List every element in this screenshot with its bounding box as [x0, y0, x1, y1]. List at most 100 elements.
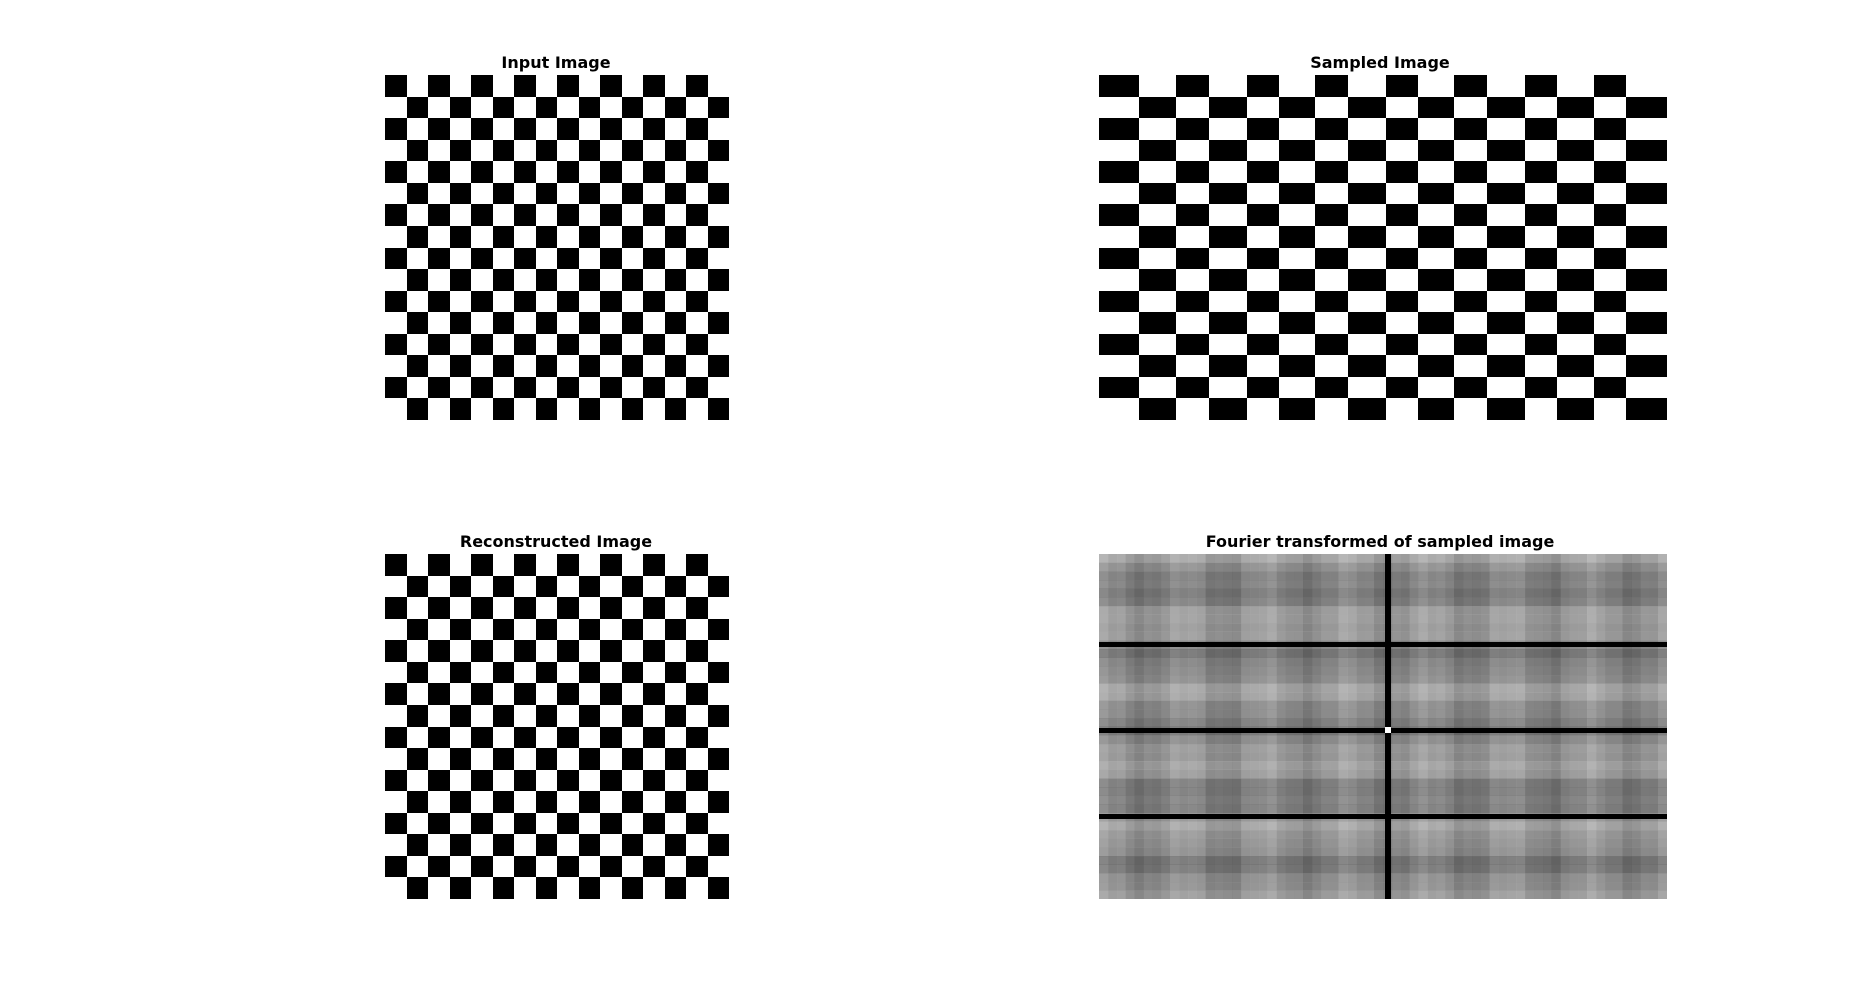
- checker-dark-cell: [536, 619, 557, 640]
- spectrum-row-band: [1099, 597, 1667, 607]
- checker-dark-cell: [1487, 398, 1525, 420]
- spectrum-column-band: [1303, 554, 1313, 899]
- checker-dark-cell: [1386, 204, 1418, 226]
- checker-dark-cell: [1348, 355, 1386, 377]
- checker-dark-cell: [686, 597, 708, 619]
- checker-dark-cell: [579, 312, 600, 334]
- checker-dark-cell: [643, 118, 665, 140]
- checker-dark-cell: [579, 619, 600, 640]
- checker-dark-cell: [471, 597, 493, 619]
- checker-dark-cell: [1099, 334, 1139, 355]
- checker-dark-cell: [1247, 334, 1279, 355]
- spectrum-row-band: [1099, 709, 1667, 719]
- checker-dark-cell: [557, 683, 579, 705]
- checker-dark-cell: [536, 705, 557, 727]
- checker-dark-cell: [1139, 97, 1176, 118]
- checker-dark-cell: [622, 834, 643, 856]
- checker-dark-cell: [385, 204, 407, 226]
- spectrum-column-band: [1125, 554, 1135, 899]
- checker-dark-cell: [385, 334, 407, 355]
- checker-dark-cell: [1418, 398, 1454, 420]
- checker-dark-cell: [1626, 97, 1667, 118]
- checker-dark-cell: [557, 291, 579, 312]
- checker-dark-cell: [1139, 226, 1176, 248]
- checker-dark-cell: [1099, 75, 1139, 97]
- checker-dark-cell: [1386, 334, 1418, 355]
- checker-dark-cell: [450, 140, 471, 161]
- checker-dark-cell: [1099, 291, 1139, 312]
- input-image-title: Input Image: [501, 53, 611, 72]
- checker-dark-cell: [1279, 269, 1315, 291]
- spectrum-column-band: [1099, 554, 1109, 899]
- checker-dark-cell: [643, 683, 665, 705]
- checker-dark-cell: [557, 640, 579, 662]
- checker-dark-cell: [686, 248, 708, 269]
- spectrum-row-band: [1099, 752, 1667, 762]
- spectrum-column-band: [1196, 554, 1206, 899]
- checker-dark-cell: [1418, 355, 1454, 377]
- checker-dark-cell: [557, 161, 579, 183]
- checker-dark-cell: [536, 312, 557, 334]
- checker-dark-cell: [1209, 269, 1247, 291]
- checker-dark-cell: [579, 748, 600, 770]
- checker-dark-cell: [600, 597, 622, 619]
- checker-dark-cell: [1386, 377, 1418, 398]
- checker-dark-cell: [514, 377, 536, 398]
- checker-dark-cell: [1315, 161, 1348, 183]
- spectrum-column-band: [1347, 554, 1357, 899]
- spectrum-column-band: [1116, 554, 1127, 899]
- spectrum-column-band: [1152, 554, 1162, 899]
- checker-dark-cell: [600, 813, 622, 834]
- checker-dark-cell: [1454, 161, 1487, 183]
- checker-dark-cell: [686, 161, 708, 183]
- checker-dark-cell: [450, 705, 471, 727]
- spectrum-column-band: [1178, 554, 1189, 899]
- checker-dark-cell: [450, 619, 471, 640]
- checker-dark-cell: [600, 75, 622, 97]
- checker-dark-cell: [493, 834, 514, 856]
- checker-dark-cell: [1348, 97, 1386, 118]
- checker-dark-cell: [1247, 248, 1279, 269]
- checker-dark-cell: [622, 877, 643, 899]
- spectrum-column-band: [1409, 554, 1419, 899]
- spectrum-column-band: [1436, 554, 1446, 899]
- checker-dark-cell: [557, 334, 579, 355]
- spectrum-column-band: [1241, 554, 1251, 899]
- spectrum-row-band: [1099, 743, 1667, 753]
- spectrum-column-band: [1329, 554, 1340, 899]
- checker-dark-cell: [1557, 183, 1594, 204]
- spectrum-column-band: [1374, 554, 1384, 899]
- checker-dark-cell: [708, 619, 729, 640]
- spectrum-column-band: [1232, 554, 1242, 899]
- spectrum-row-band: [1099, 795, 1667, 805]
- checker-dark-cell: [1279, 312, 1315, 334]
- spectrum-horizontal-line: [1099, 728, 1667, 733]
- checker-dark-cell: [557, 813, 579, 834]
- spectrum-column-band: [1161, 554, 1171, 899]
- checker-dark-cell: [1209, 355, 1247, 377]
- checker-dark-cell: [428, 75, 450, 97]
- checker-dark-cell: [1247, 75, 1279, 97]
- checker-dark-cell: [1418, 312, 1454, 334]
- checker-dark-cell: [1594, 161, 1626, 183]
- checker-dark-cell: [493, 705, 514, 727]
- checker-dark-cell: [1626, 269, 1667, 291]
- checker-dark-cell: [665, 619, 686, 640]
- spectrum-row-band: [1099, 786, 1667, 796]
- checker-dark-cell: [1279, 226, 1315, 248]
- checker-dark-cell: [665, 834, 686, 856]
- spectrum-column-band: [1640, 554, 1650, 899]
- checker-dark-cell: [407, 226, 428, 248]
- spectrum-column-band: [1418, 554, 1428, 899]
- checker-dark-cell: [579, 576, 600, 597]
- spectrum-row-band: [1099, 657, 1667, 667]
- checker-dark-cell: [557, 377, 579, 398]
- checker-dark-cell: [1626, 183, 1667, 204]
- checker-dark-cell: [1099, 377, 1139, 398]
- checker-dark-cell: [471, 554, 493, 576]
- checker-dark-cell: [536, 748, 557, 770]
- checker-dark-cell: [557, 597, 579, 619]
- checker-dark-cell: [471, 856, 493, 877]
- checker-dark-cell: [1176, 118, 1209, 140]
- checker-dark-cell: [622, 312, 643, 334]
